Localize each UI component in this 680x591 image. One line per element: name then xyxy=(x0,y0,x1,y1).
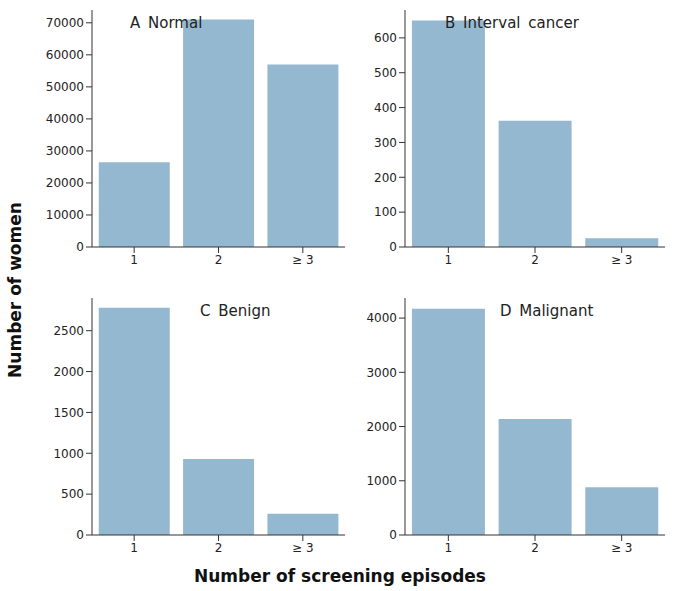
svg-text:1: 1 xyxy=(445,253,453,267)
html-text:C Benign: C Benign xyxy=(200,302,271,320)
svg-text:4000: 4000 xyxy=(366,311,397,325)
svg-text:1500: 1500 xyxy=(53,406,84,420)
svg-text:0: 0 xyxy=(76,528,84,542)
html-text:B Interval cancer: B Interval cancer xyxy=(445,14,579,32)
html-text:Number of screening episodes: Number of screening episodes xyxy=(194,566,486,586)
svg-text:30000: 30000 xyxy=(46,144,84,158)
svg-text:70000: 70000 xyxy=(46,16,84,30)
svg-text:0: 0 xyxy=(389,240,397,254)
svg-text:2: 2 xyxy=(531,541,539,555)
html-text:A Normal: A Normal xyxy=(130,14,203,32)
svg-text:1: 1 xyxy=(445,541,453,555)
svg-text:500: 500 xyxy=(374,66,397,80)
svg-text:3000: 3000 xyxy=(366,366,397,380)
svg-text:1000: 1000 xyxy=(366,474,397,488)
svg-text:≥ 3: ≥ 3 xyxy=(292,541,314,555)
svg-text:40000: 40000 xyxy=(46,112,84,126)
svg-text:≥ 3: ≥ 3 xyxy=(611,541,633,555)
svg-text:2000: 2000 xyxy=(53,365,84,379)
svg-text:≥ 3: ≥ 3 xyxy=(611,253,633,267)
svg-text:600: 600 xyxy=(374,31,397,45)
svg-text:300: 300 xyxy=(374,136,397,150)
svg-text:1: 1 xyxy=(130,253,138,267)
svg-text:50000: 50000 xyxy=(46,80,84,94)
svg-text:500: 500 xyxy=(61,487,84,501)
svg-text:20000: 20000 xyxy=(46,176,84,190)
svg-text:2: 2 xyxy=(531,253,539,267)
svg-text:10000: 10000 xyxy=(46,208,84,222)
svg-text:200: 200 xyxy=(374,171,397,185)
svg-text:400: 400 xyxy=(374,101,397,115)
html-text:Number of women: Number of women xyxy=(5,202,25,378)
svg-text:2: 2 xyxy=(215,253,223,267)
svg-text:60000: 60000 xyxy=(46,48,84,62)
svg-text:2000: 2000 xyxy=(366,420,397,434)
svg-text:0: 0 xyxy=(389,528,397,542)
svg-text:≥ 3: ≥ 3 xyxy=(292,253,314,267)
svg-text:2500: 2500 xyxy=(53,324,84,338)
html-text:D Malignant: D Malignant xyxy=(500,302,594,320)
svg-text:1000: 1000 xyxy=(53,447,84,461)
svg-text:1: 1 xyxy=(130,541,138,555)
svg-text:100: 100 xyxy=(374,205,397,219)
svg-text:2: 2 xyxy=(215,541,223,555)
svg-text:0: 0 xyxy=(76,240,84,254)
